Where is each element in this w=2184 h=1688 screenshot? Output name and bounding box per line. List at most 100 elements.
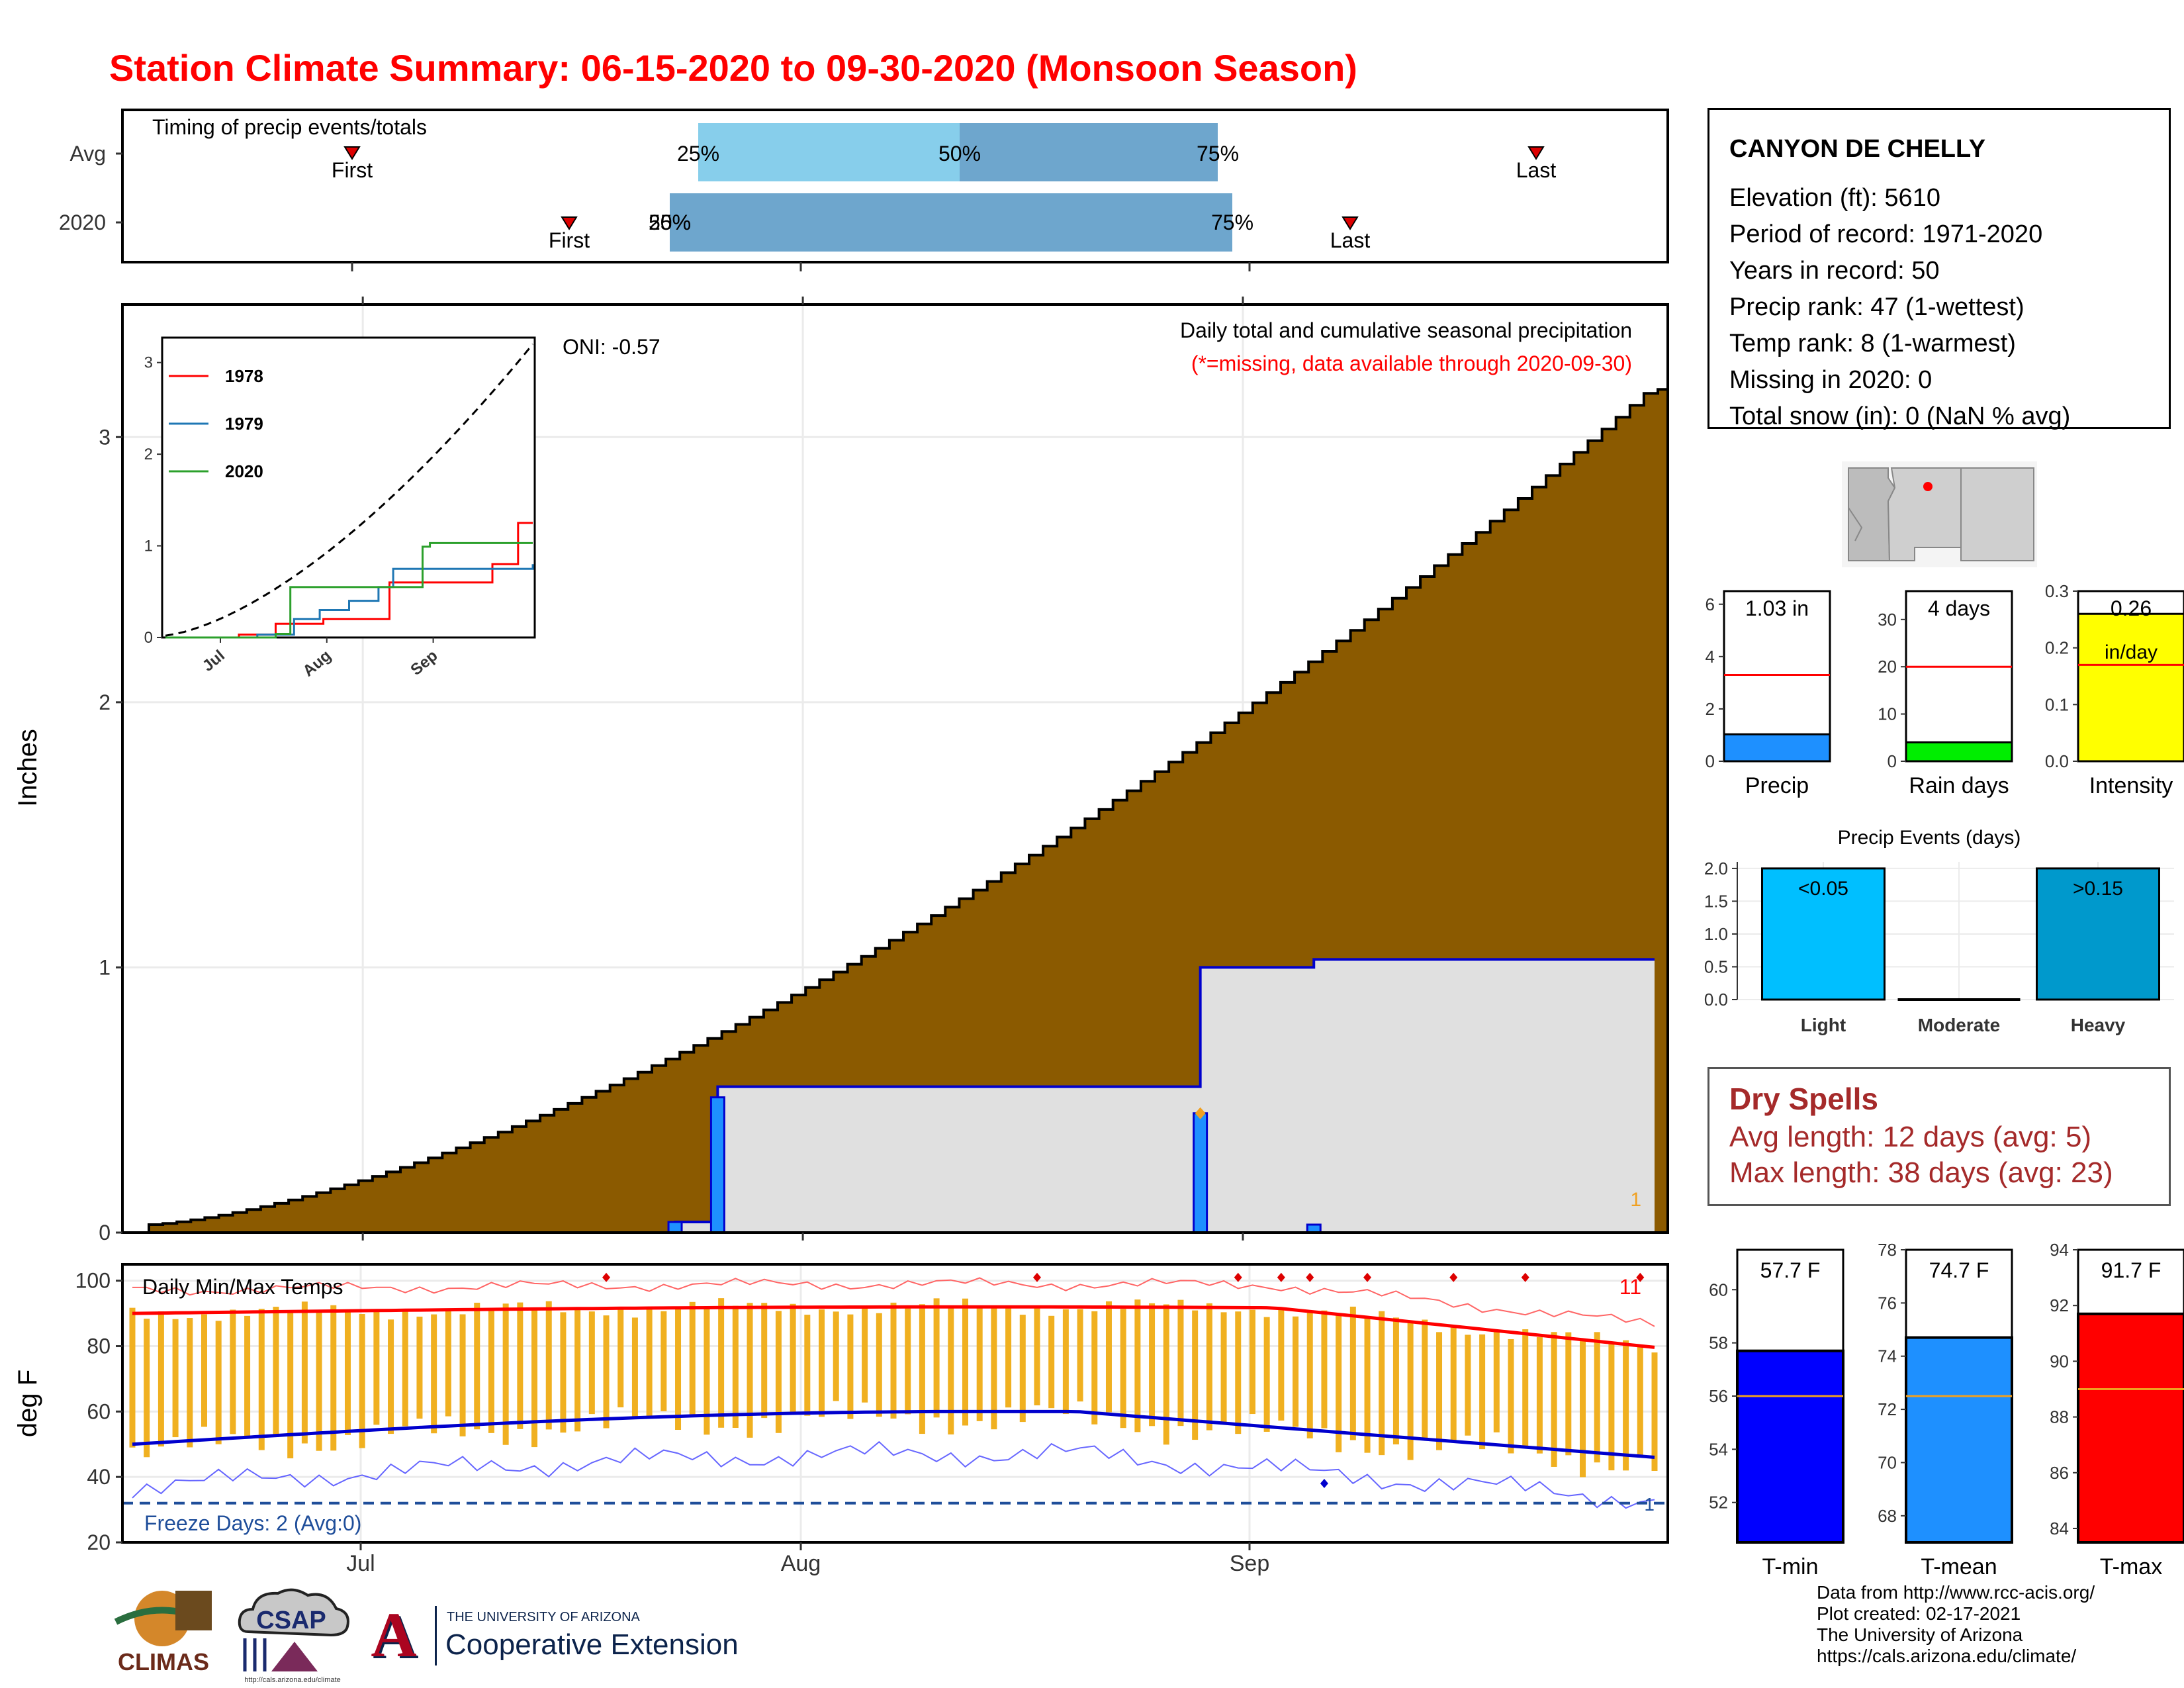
tsum-tick: 78	[1878, 1240, 1897, 1260]
temp-range-bar	[344, 1309, 351, 1435]
record-high-marker	[1032, 1272, 1041, 1282]
tsum-label: T-mean	[1921, 1554, 1997, 1579]
temp-range-bar	[1177, 1299, 1184, 1427]
temp-range-bar	[416, 1317, 423, 1419]
tsum-tick: 52	[1709, 1493, 1728, 1513]
inset-legend-label: 1978	[225, 366, 263, 386]
timing-panel: Timing of precip events/totals Avg 2020 …	[59, 109, 1669, 271]
month-label: Aug	[781, 1551, 821, 1576]
summary-tick: 30	[1878, 610, 1897, 630]
temp-range-bar	[718, 1298, 725, 1428]
temp-range-bar	[258, 1309, 265, 1450]
precip-ytick: 2	[99, 690, 111, 714]
tsum-tick: 58	[1709, 1333, 1728, 1353]
temp-range-bar	[187, 1318, 193, 1448]
temp-range-bar	[1465, 1335, 1471, 1436]
temp-range-bar	[804, 1315, 811, 1416]
summary-bar	[1723, 733, 1831, 763]
temp-range-bar	[1278, 1307, 1285, 1421]
summary-tick: 0.1	[2045, 694, 2069, 714]
temp-range-bar	[1479, 1334, 1486, 1450]
temp-range-bar	[1077, 1309, 1083, 1402]
tsum-tick: 84	[2050, 1519, 2069, 1538]
tsum-label: T-min	[1762, 1554, 1819, 1579]
temp-range-bar	[1565, 1332, 1572, 1456]
event-bar-text: >0.15	[2073, 878, 2123, 900]
tsum-label: T-max	[2100, 1554, 2162, 1579]
temp-range-bar	[502, 1303, 509, 1445]
missing-count: 1	[1630, 1189, 1641, 1211]
temp-range-bar	[646, 1307, 653, 1417]
inset-ytick: 2	[144, 445, 153, 463]
event-label: Moderate	[1918, 1015, 2000, 1035]
precip-chart: 0 1 2 3 Daily total and cumulative seasonal…	[13, 297, 1669, 1244]
record-high-marker	[1234, 1272, 1242, 1282]
daily-precip-bar	[667, 1221, 683, 1234]
credit-university: The University of Arizona	[1817, 1624, 2023, 1645]
temp-range-bar	[1651, 1352, 1658, 1471]
station-name: CANYON DE CHELLY	[1729, 135, 1986, 163]
temp-range-bar	[172, 1319, 179, 1438]
precip-ytick: 3	[99, 425, 111, 449]
tsum-tick: 86	[2050, 1463, 2069, 1483]
temp-range-bar	[1134, 1299, 1141, 1432]
tsum-tick: 90	[2050, 1351, 2069, 1371]
events-title: Precip Events (days)	[1838, 827, 2021, 849]
dry-avg-length: Avg length: 12 days (avg: 5)	[1729, 1121, 2092, 1153]
temp-range-bar	[1522, 1329, 1529, 1446]
station-missing: Missing in 2020: 0	[1729, 366, 1933, 394]
avg-q1-bar	[698, 123, 960, 181]
summary-tick: 2	[1706, 699, 1715, 719]
summary-tick: 0	[1888, 751, 1897, 771]
summary-tick: 0.2	[2045, 638, 2069, 658]
summary-label: Rain days	[1909, 773, 2009, 798]
ua-logo: A THE UNIVERSITY OF ARIZONA Cooperative …	[361, 1602, 738, 1675]
record-low-marker	[1320, 1479, 1328, 1489]
temp-range-bar	[1349, 1306, 1356, 1440]
temp-range-bar	[316, 1311, 322, 1451]
station-info-box: CANYON DE CHELLY Elevation (ft): 5610 Pe…	[1707, 108, 2171, 430]
events-ytick: 1.0	[1704, 924, 1728, 944]
temp-range-bar	[732, 1305, 739, 1428]
temp-range-bar	[890, 1302, 897, 1419]
tsum-tick: 72	[1878, 1399, 1897, 1419]
temp-range-bar	[1450, 1326, 1457, 1442]
temp-range-bar	[201, 1314, 207, 1427]
precip-ytick: 1	[99, 955, 111, 979]
temp-range-bar	[1105, 1301, 1112, 1413]
temp-range-bar	[689, 1301, 696, 1415]
station-elevation: Elevation (ft): 5610	[1729, 184, 1940, 212]
temp-range-bar	[459, 1314, 466, 1436]
temp-range-bar	[1220, 1312, 1227, 1425]
temp-range-bar	[359, 1314, 365, 1448]
record-high-marker	[1306, 1272, 1314, 1282]
tsum-tick: 70	[1878, 1452, 1897, 1472]
temp-range-bar	[1407, 1322, 1414, 1460]
month-label: Jul	[346, 1551, 375, 1576]
events-ytick: 2.0	[1704, 859, 1728, 878]
temp-range-bar	[976, 1307, 983, 1421]
temp-range-bar	[761, 1303, 768, 1419]
temp-range-bar	[1005, 1306, 1012, 1408]
temp-range-bar	[1306, 1310, 1313, 1438]
temp-range-bar	[244, 1315, 251, 1439]
credits: Data from http://www.rcc-acis.org/ Plot …	[1817, 1582, 2095, 1667]
inset-series-2020	[165, 541, 533, 639]
temp-range-bar	[1163, 1304, 1169, 1445]
temp-range-bar	[790, 1303, 796, 1415]
inset-ytick: 3	[144, 354, 153, 372]
y2020-cumulative-fill	[136, 959, 1655, 1233]
ua-name: THE UNIVERSITY OF ARIZONA	[447, 1610, 640, 1624]
temp-range-bar	[933, 1298, 940, 1418]
temp-range-bar	[301, 1301, 308, 1444]
dry-spells-box: Dry Spells Avg length: 12 days (avg: 5) …	[1707, 1067, 2171, 1206]
temp-range-bar	[574, 1307, 581, 1432]
svg-text:75%: 75%	[1197, 142, 1239, 165]
summary-tick: 0.0	[2045, 751, 2069, 771]
temp-range-bar	[1508, 1338, 1514, 1454]
month-label: Sep	[1230, 1551, 1270, 1576]
tsum-tick: 54	[1709, 1439, 1728, 1459]
y2020-first-marker	[561, 216, 578, 230]
station-snow: Total snow (in): 0 (NaN % avg)	[1729, 402, 2071, 430]
